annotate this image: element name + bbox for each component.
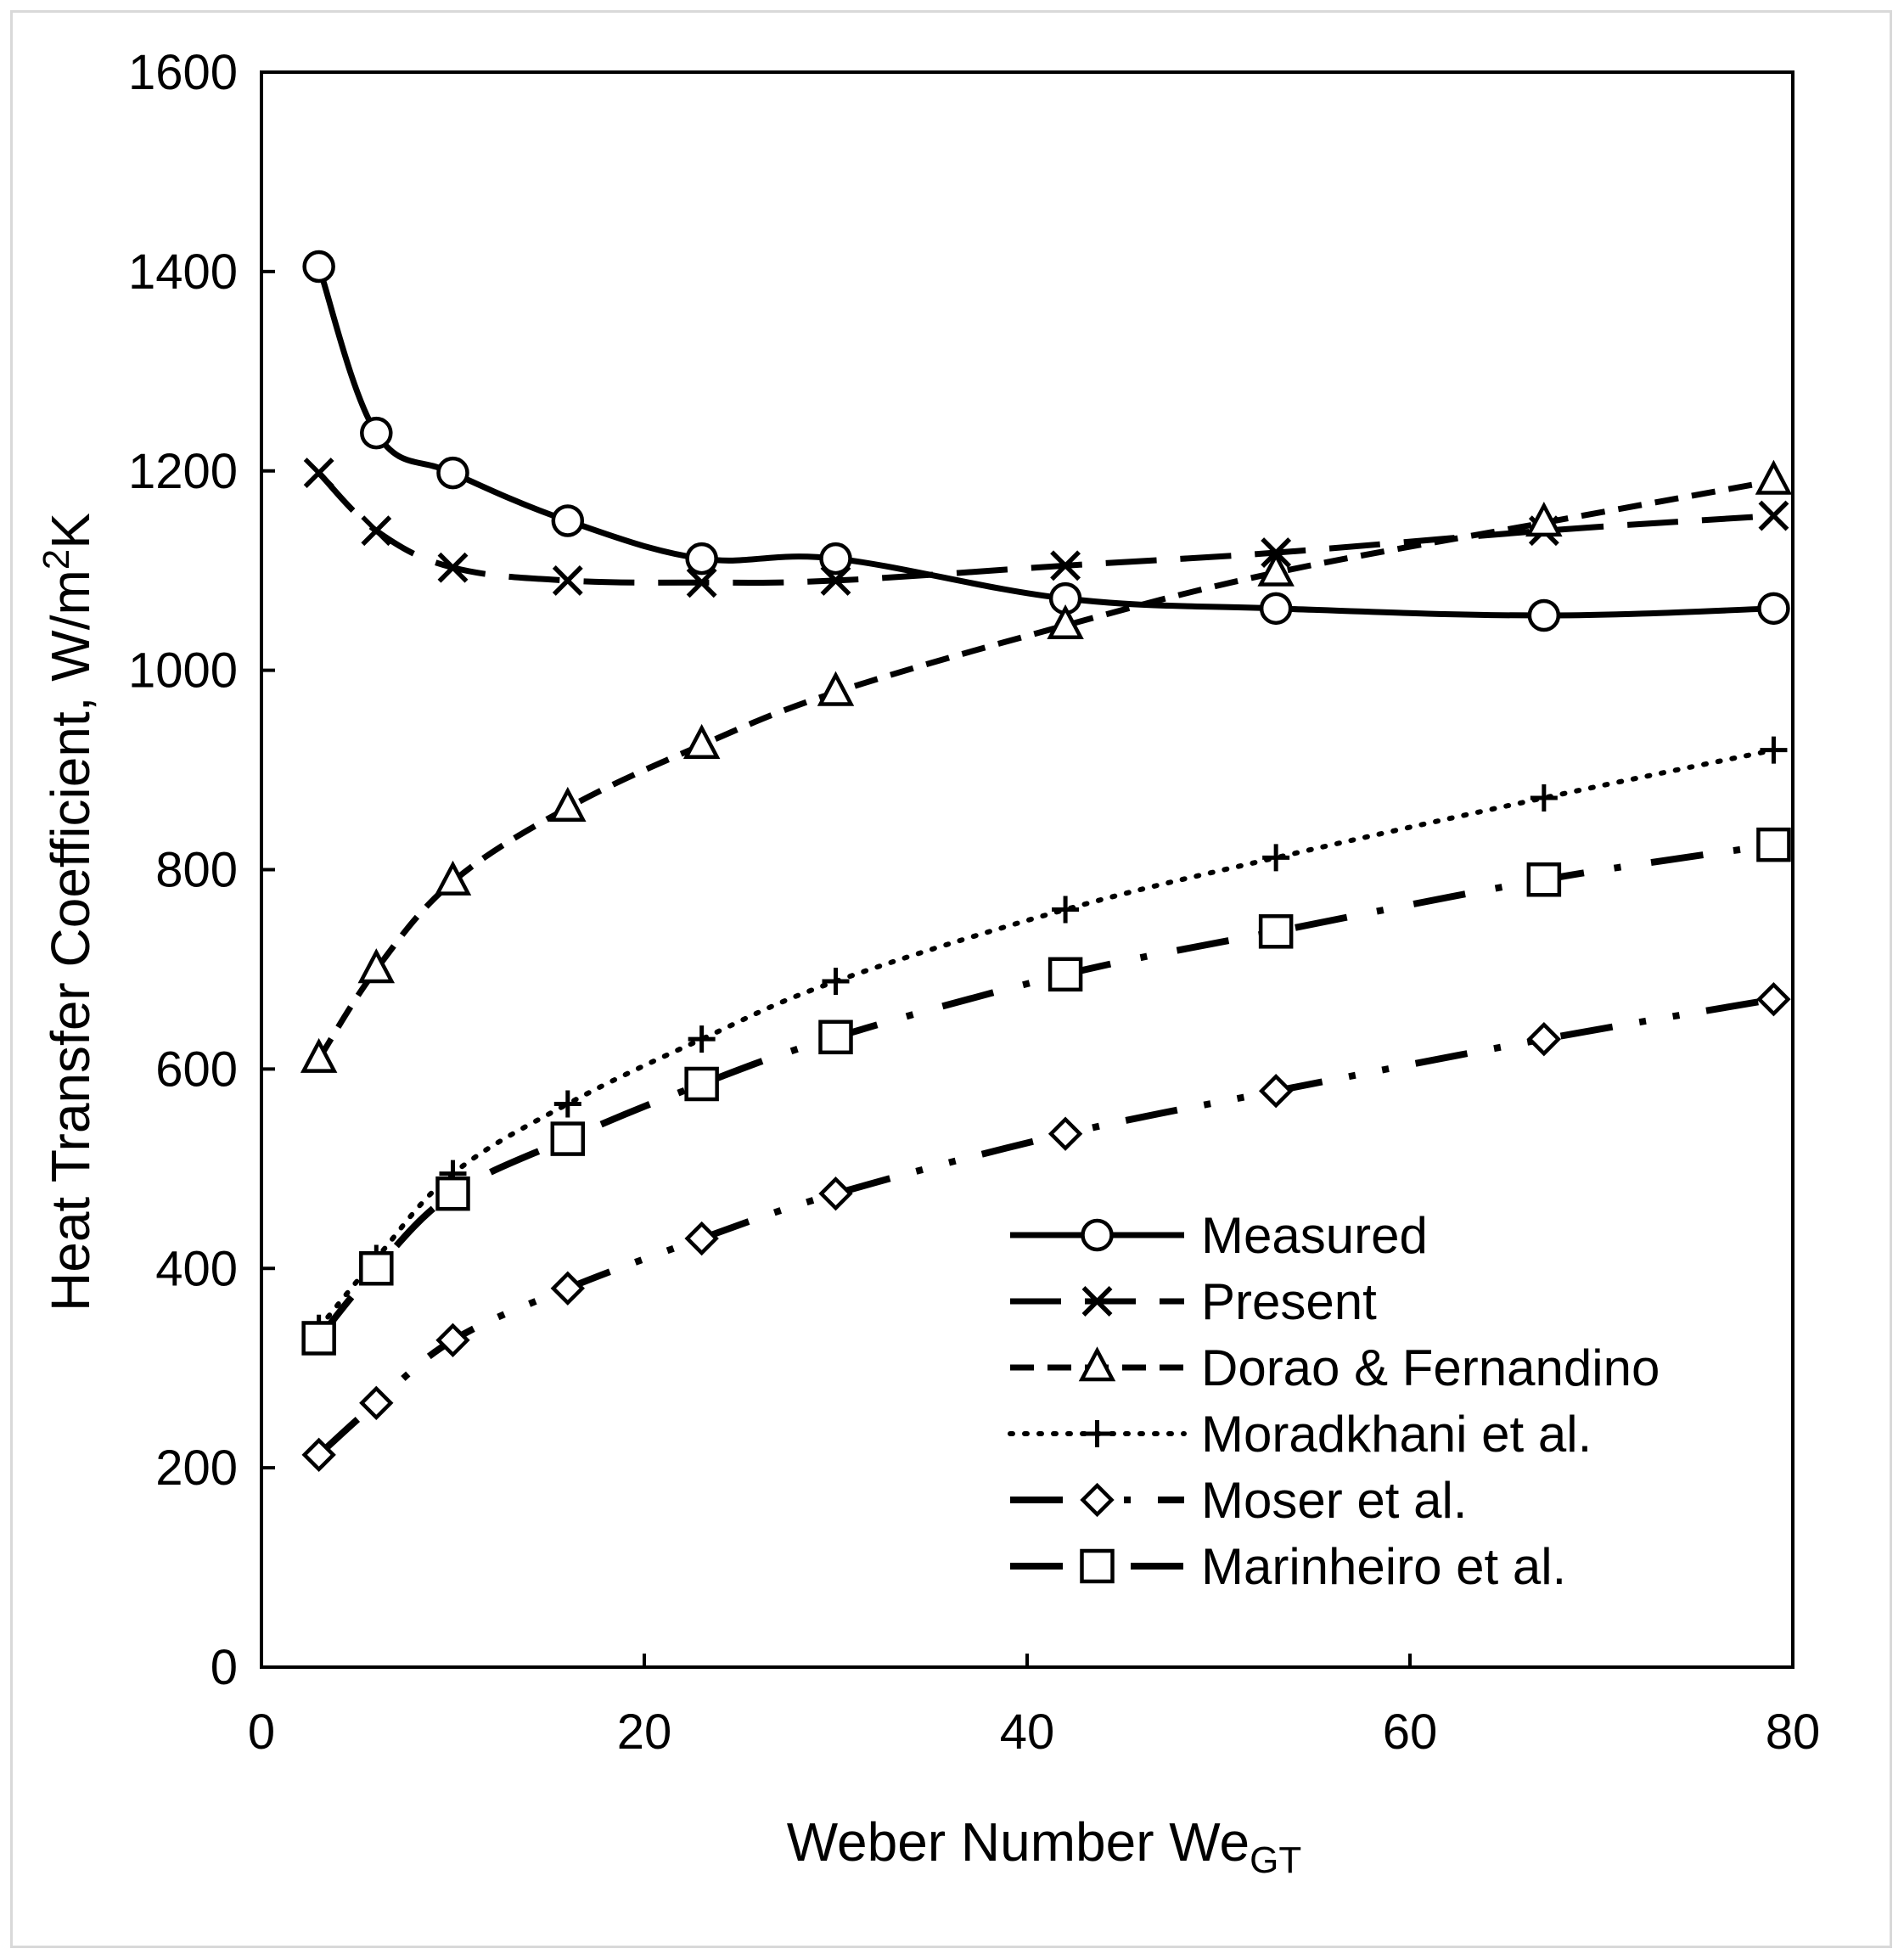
data-point-marker [552, 564, 583, 596]
y-tick-label: 200 [155, 1441, 238, 1496]
x-tick-label: 40 [1000, 1704, 1055, 1760]
data-point-marker [301, 1437, 336, 1473]
x-axis-title: Weber Number WeGT [787, 1811, 1301, 1881]
data-point-marker [1050, 550, 1081, 581]
y-tick-label: 1600 [128, 45, 238, 100]
data-point-marker [1052, 896, 1080, 924]
x-tick-label: 60 [1383, 1704, 1438, 1760]
data-point-marker [300, 1037, 338, 1073]
data-point-marker [1047, 957, 1083, 992]
legend-label-2: Dorao & Fernandino [1201, 1339, 1660, 1396]
data-point-marker [688, 1025, 716, 1053]
data-point-marker [1525, 502, 1563, 537]
data-point-marker [303, 458, 334, 489]
data-point-marker [1257, 551, 1295, 587]
y-axis-title-superscript: 2 [36, 549, 77, 570]
legend-marker-5 [1080, 1548, 1115, 1584]
data-point-marker [437, 552, 469, 583]
data-point-marker [684, 1066, 719, 1102]
x-axis-title-subscript: GT [1250, 1839, 1301, 1881]
data-point-marker [684, 1221, 719, 1256]
y-axis-title-main: Heat Transfer Coefficient, W/m [40, 570, 101, 1311]
data-point-marker [686, 567, 717, 598]
x-tick-label: 0 [248, 1704, 275, 1760]
data-point-marker [435, 1323, 470, 1357]
data-point-marker [685, 542, 718, 576]
data-point-marker [436, 456, 469, 490]
data-point-marker [549, 786, 587, 822]
data-point-marker [822, 968, 850, 996]
x-tick-label: 80 [1766, 1704, 1821, 1760]
data-point-marker [1758, 500, 1789, 531]
y-axis-title-tail: K [40, 513, 101, 549]
x-tick-label: 20 [617, 1704, 672, 1760]
data-point-marker [1258, 1074, 1294, 1109]
data-point-marker [1530, 783, 1558, 812]
data-point-marker [359, 1385, 394, 1420]
legend: Measured Present Dorao & Fernandino Moradkh… [1008, 1207, 1660, 1595]
legend-marker-3 [1083, 1420, 1111, 1447]
data-point-marker [1756, 827, 1791, 862]
legend-label-3: Moradkhani et al. [1201, 1406, 1592, 1463]
data-point-marker [1756, 981, 1791, 1017]
data-point-marker [550, 1121, 586, 1156]
data-point-marker [553, 1090, 581, 1118]
y-tick-label: 1000 [128, 643, 238, 699]
series-line-0 [316, 265, 1774, 619]
y-axis-ticks: 0 200 400 600 800 1000 1200 1400 1600 [128, 45, 275, 1695]
data-point-marker [357, 948, 396, 984]
data-point-marker [818, 1176, 853, 1211]
y-tick-label: 800 [155, 843, 238, 898]
series-markers [300, 250, 1793, 1473]
series-lines [316, 265, 1777, 1457]
data-point-marker [1755, 459, 1793, 495]
data-point-marker [551, 504, 585, 537]
x-axis-title-main: Weber Number We [787, 1811, 1250, 1873]
data-point-marker [360, 416, 393, 450]
data-point-marker [1757, 592, 1790, 626]
x-axis-ticks: 0 20 40 60 80 [248, 1654, 1820, 1760]
data-point-marker [1760, 736, 1788, 764]
y-axis-title: Heat Transfer Coefficient, W/m2K [36, 513, 101, 1311]
data-point-marker [1047, 1116, 1083, 1151]
legend-marker-0 [1081, 1218, 1114, 1252]
data-point-marker [1047, 604, 1084, 640]
data-point-marker [550, 1271, 585, 1306]
chart-frame [10, 10, 1892, 1948]
data-point-marker [434, 860, 472, 896]
data-point-marker [435, 1176, 470, 1211]
data-point-marker [817, 671, 855, 706]
data-point-marker [1259, 592, 1293, 626]
y-tick-label: 0 [211, 1640, 238, 1695]
y-tick-label: 1200 [128, 444, 238, 499]
y-tick-label: 1400 [128, 244, 238, 300]
data-point-marker [302, 250, 335, 284]
data-point-marker [1262, 844, 1290, 872]
data-point-marker [1526, 1021, 1562, 1057]
legend-label-4: Moser et al. [1201, 1472, 1467, 1529]
data-point-marker [820, 564, 851, 596]
data-point-marker [1526, 862, 1562, 897]
data-point-marker [361, 515, 392, 547]
series-line-5 [316, 841, 1775, 1341]
data-point-marker [301, 1321, 336, 1356]
legend-marker-1 [1081, 1286, 1113, 1317]
y-tick-label: 400 [155, 1241, 238, 1296]
legend-label-5: Marinheiro et al. [1201, 1538, 1566, 1595]
data-point-marker [682, 723, 721, 759]
data-point-marker [1527, 598, 1561, 632]
legend-marker-2 [1078, 1346, 1116, 1382]
legend-label-0: Measured [1201, 1207, 1428, 1264]
data-point-marker [1258, 914, 1294, 949]
data-point-marker [359, 1251, 394, 1286]
data-point-marker [819, 542, 852, 576]
legend-marker-4 [1080, 1482, 1115, 1518]
data-point-marker [818, 1019, 853, 1055]
y-tick-label: 600 [155, 1042, 238, 1097]
legend-label-1: Present [1201, 1273, 1377, 1330]
plot-area [260, 70, 1794, 1669]
